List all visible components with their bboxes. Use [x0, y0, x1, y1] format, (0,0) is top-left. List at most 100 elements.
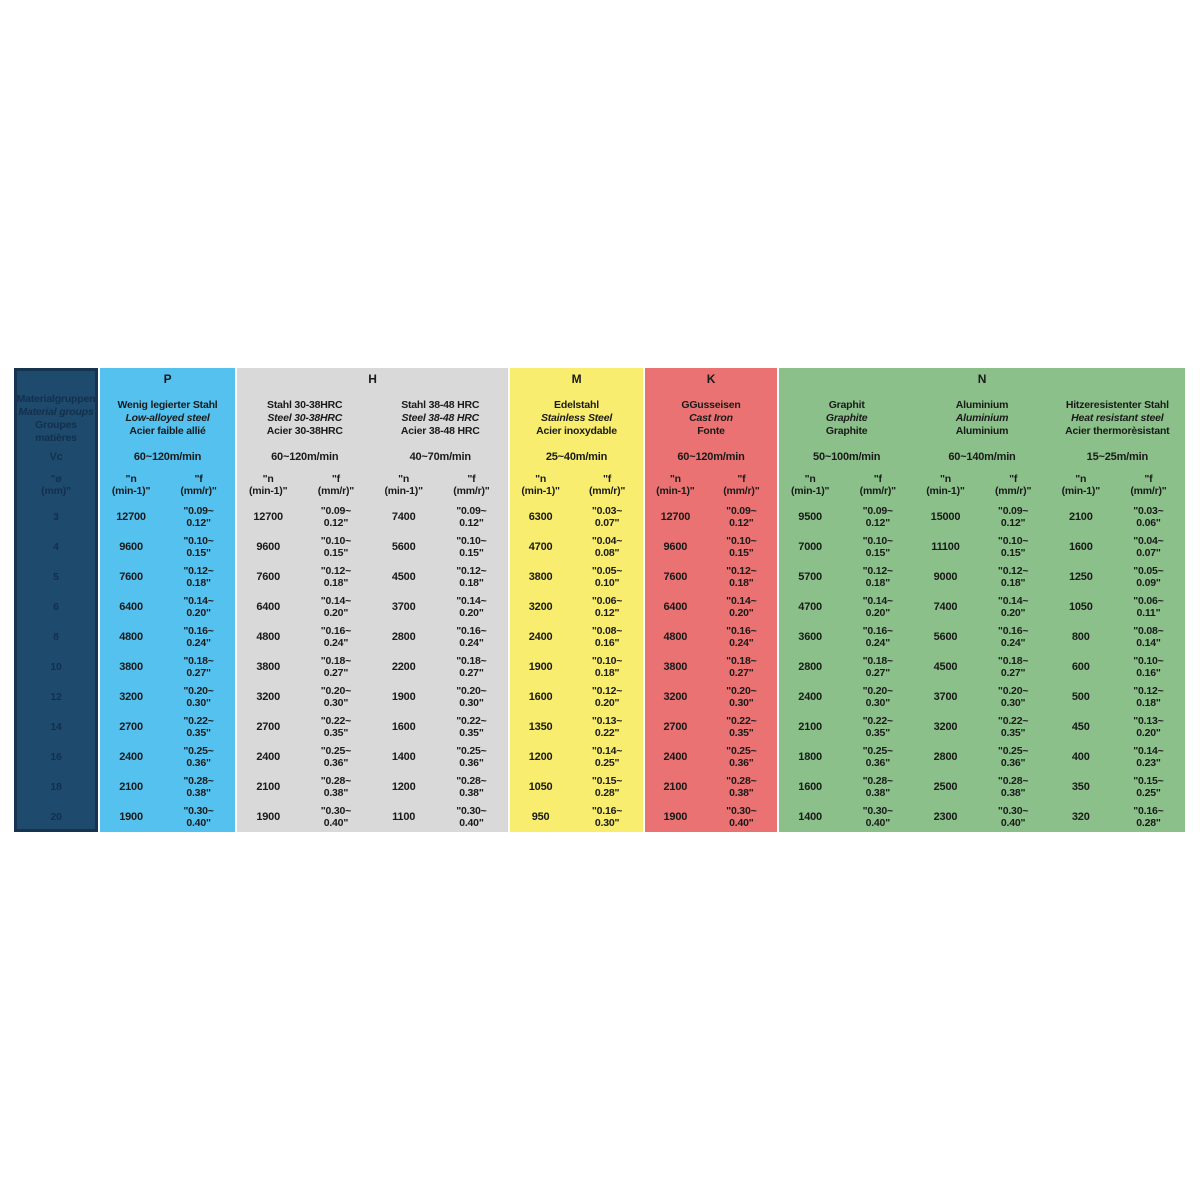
data-row: 3200 "0.20~ 0.30": [645, 682, 777, 712]
f-value-line1: "0.12~: [591, 685, 623, 697]
f-value-line1: "0.18~: [183, 655, 214, 667]
n-value: 2700: [119, 721, 143, 733]
data-row: 2100 "0.03~ 0.06": [1050, 502, 1185, 532]
material-name-en: Heat resistant steel: [1071, 412, 1164, 424]
data-row: 1100 "0.30~ 0.40": [373, 802, 509, 832]
f-value-line1: "0.16~: [456, 625, 487, 637]
f-value: "0.14~ 0.20": [435, 592, 508, 622]
data-row: 600 "0.10~ 0.16": [1050, 652, 1185, 682]
f-value-line2: 0.36": [1000, 757, 1026, 769]
f-value-line1: "0.16~: [862, 625, 894, 637]
n-value: 6400: [663, 601, 688, 613]
f-value-line1: "0.14~: [456, 595, 487, 607]
data-row: 5700 "0.12~ 0.18": [779, 562, 914, 592]
diameter-value: 6: [53, 601, 59, 613]
material-name: Aluminium Aluminium Aluminium: [914, 390, 1049, 447]
f-value-line1: "0.30~: [862, 805, 894, 817]
vc-value: 50~100m/min: [813, 451, 881, 463]
materials-row-p: Wenig legierter Stahl Low-alloyed steel Ac…: [100, 390, 235, 832]
f-value-line1: "0.25~: [726, 745, 757, 757]
f-value-line1: "0.06~: [591, 595, 623, 607]
n-value: 2400: [119, 751, 143, 763]
f-value: "0.25~ 0.36": [706, 742, 777, 772]
material-groups-column: Materialgruppen Material groups Groupes ma…: [14, 368, 98, 832]
data-row: 3200 "0.20~ 0.30": [237, 682, 373, 712]
n-unit: "n (min-1)": [1050, 467, 1112, 502]
units-header: "n (min-1)" "f (mm/r)": [510, 467, 643, 502]
material-groups-label: Materialgruppen Material groups Groupes ma…: [14, 390, 98, 447]
f-value: "0.16~ 0.24": [162, 622, 235, 652]
data-row: 2800 "0.25~ 0.36": [914, 742, 1049, 772]
material-name-en: Steel 30-38HRC: [267, 412, 343, 424]
f-value-line2: 0.18": [323, 577, 349, 589]
data-row: 1050 "0.15~ 0.28": [510, 772, 643, 802]
n-unit-line1: "n: [125, 472, 137, 485]
data-row: 3200 "0.06~ 0.12": [510, 592, 643, 622]
n-value: 1900: [528, 661, 553, 673]
f-value-line1: "0.13~: [591, 715, 623, 727]
n-value: 12700: [116, 511, 146, 523]
data-row: 4700 "0.04~ 0.08": [510, 532, 643, 562]
material-name-de: Graphit: [828, 399, 865, 411]
f-value: "0.20~ 0.30": [706, 682, 777, 712]
n-value: 3700: [391, 601, 416, 613]
data-row: 2400 "0.25~ 0.36": [237, 742, 373, 772]
f-value: "0.22~ 0.35": [841, 712, 914, 742]
f-value-line2: 0.12": [865, 517, 891, 529]
f-value: "0.14~ 0.20": [706, 592, 777, 622]
data-row: 1050 "0.06~ 0.11": [1050, 592, 1185, 622]
material-name-en: Low-alloyed steel: [125, 412, 210, 424]
f-value: "0.30~ 0.40": [977, 802, 1050, 832]
f-value-line2: 0.15": [729, 547, 754, 559]
f-value-line2: 0.12": [186, 517, 211, 529]
f-value-line1: "0.03~: [1133, 505, 1164, 517]
n-value: 9600: [256, 541, 280, 553]
group-letter-p: P: [163, 372, 172, 386]
f-value: "0.28~ 0.38": [841, 772, 914, 802]
materials-row-n: Graphit Graphite Graphite 50~100m/min "n (min…: [779, 390, 1185, 832]
f-value-line2: 0.18": [186, 577, 211, 589]
group-n: N Graphit Graphite Graphite 50~100m/min "n (mi…: [779, 368, 1185, 832]
f-value-line2: 0.35": [459, 727, 484, 739]
f-unit-line1: "f: [331, 472, 340, 485]
data-row: 1350 "0.13~ 0.22": [510, 712, 643, 742]
cutting-data-table: Materialgruppen Material groups Groupes ma…: [14, 368, 1185, 832]
f-value: "0.18~ 0.27": [977, 652, 1050, 682]
data-row: 400 "0.14~ 0.23": [1050, 742, 1185, 772]
f-value-line2: 0.12": [594, 607, 620, 619]
f-value-line2: 0.20": [459, 607, 484, 619]
f-value: "0.09~ 0.12": [162, 502, 235, 532]
f-value-line2: 0.27": [729, 667, 754, 679]
n-value: 7400: [391, 511, 416, 523]
data-row: 1800 "0.25~ 0.36": [779, 742, 914, 772]
f-value-line2: 0.30": [865, 697, 891, 709]
n-value: 3200: [933, 721, 958, 733]
f-value: "0.20~ 0.30": [435, 682, 508, 712]
n-value: 2400: [528, 631, 553, 643]
n-value: 2400: [256, 751, 280, 763]
f-value-line1: "0.22~: [862, 715, 894, 727]
f-value: "0.30~ 0.40": [299, 802, 372, 832]
f-unit: "f (mm/r)": [299, 467, 372, 502]
data-row: 9600 "0.10~ 0.15": [645, 532, 777, 562]
f-value: "0.10~ 0.15": [435, 532, 508, 562]
data-row: 1600 "0.22~ 0.35": [373, 712, 509, 742]
data-row: 3600 "0.16~ 0.24": [779, 622, 914, 652]
data-row: 4700 "0.14~ 0.20": [779, 592, 914, 622]
n-value: 600: [1071, 661, 1090, 673]
n-unit: "n (min-1)": [779, 467, 841, 502]
material-name-de: Stahl 30-38HRC: [267, 399, 343, 411]
group-k: K GGusseisen Cast Iron Fonte 60~120m/min "n (m…: [645, 368, 777, 832]
f-value: "0.25~ 0.36": [841, 742, 914, 772]
f-value-line2: 0.27": [865, 667, 891, 679]
material-name-en: Stainless Steel: [540, 412, 613, 424]
f-value: "0.09~ 0.12": [977, 502, 1050, 532]
data-row: 500 "0.12~ 0.18": [1050, 682, 1185, 712]
f-value-line1: "0.16~: [1133, 805, 1164, 817]
n-value: 3800: [256, 661, 280, 673]
n-value: 6300: [528, 511, 553, 523]
units-header: "n (min-1)" "f (mm/r)": [914, 467, 1049, 502]
n-value: 2200: [391, 661, 416, 673]
n-value: 7000: [798, 541, 822, 553]
n-value: 4800: [256, 631, 280, 643]
